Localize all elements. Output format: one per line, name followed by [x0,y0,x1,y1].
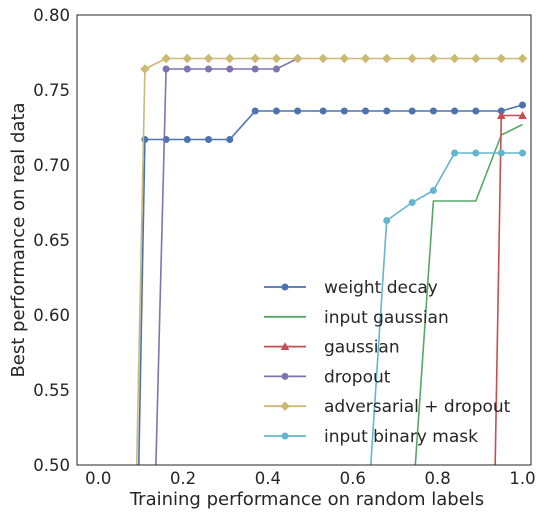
data-point-adversarial-dropout [225,53,235,64]
legend-entry-gaussian: gaussian [264,338,400,358]
y-tick-label: 0.50 [33,456,70,475]
y-tick-label: 0.60 [33,306,70,325]
legend-label: weight decay [324,278,438,298]
data-point-weight-decay [272,107,280,115]
y-axis-title: Best performance on real data [8,102,29,377]
legend-marker [281,283,289,291]
data-point-weight-decay [362,107,370,115]
data-point-weight-decay [519,101,527,109]
plot-area [77,15,531,465]
plot-frame [76,14,532,466]
y-tick-label: 0.55 [33,381,70,400]
legend-label: input gaussian [324,308,449,328]
data-point-weight-decay [226,136,234,143]
data-point-input-binary-mask [451,149,459,157]
data-point-adversarial-dropout [382,53,392,64]
data-point-adversarial-dropout [496,53,506,64]
x-tick-label: 0.2 [170,469,196,488]
data-point-adversarial-dropout [292,53,303,64]
legend-entry-adversarial-dropout: adversarial + dropout [264,397,511,417]
legend-marker [281,432,289,440]
data-point-dropout [272,65,280,73]
legend-marker [281,372,289,380]
data-point-adversarial-dropout [449,53,460,64]
data-point-gaussian [496,111,506,119]
data-point-weight-decay [451,107,459,115]
data-point-adversarial-dropout [182,53,193,64]
y-tick-labels: 0.50 0.55 0.60 0.65 0.70 0.75 0.80 [33,6,70,475]
data-point-dropout [183,65,191,73]
legend-marker [280,342,290,351]
data-point-dropout [162,65,170,73]
data-point-adversarial-dropout [471,53,481,64]
x-tick-label: 0.0 [85,469,111,488]
data-point-weight-decay [141,136,149,143]
legend-label: adversarial + dropout [324,397,511,417]
data-point-weight-decay [472,107,480,115]
legend-entry-dropout: dropout [264,367,391,387]
data-point-weight-decay [251,107,259,115]
data-point-weight-decay [183,136,191,143]
data-point-gaussian [518,111,527,119]
y-tick-label: 0.80 [33,6,70,25]
legend-label: dropout [324,367,391,387]
series-input-gaussian [414,123,523,465]
x-axis-title: Training performance on random labels [129,489,484,510]
data-point-weight-decay [497,107,505,115]
data-point-adversarial-dropout [203,53,214,64]
data-point-dropout [251,65,259,73]
data-point-adversarial-dropout [140,64,150,74]
series-input-binary-mask [369,149,527,465]
data-point-adversarial-dropout [339,53,350,64]
series-layer [135,53,528,465]
legend-entry-input-gaussian: input gaussian [264,308,449,328]
x-tick-label: 1.0 [509,469,535,488]
data-point-adversarial-dropout [428,53,439,64]
data-point-input-binary-mask [383,217,391,224]
data-point-adversarial-dropout [407,53,417,64]
data-point-adversarial-dropout [250,53,260,64]
y-tick-label: 0.75 [33,81,70,100]
y-tick-label: 0.65 [33,231,70,250]
data-point-input-binary-mask [472,149,480,157]
x-tick-labels: 0.0 0.2 0.4 0.6 0.8 1.0 [85,469,536,488]
data-point-weight-decay [294,107,302,115]
legend-entry-weight-decay: weight decay [264,278,438,298]
data-point-dropout [205,65,213,73]
data-point-input-binary-mask [497,149,505,157]
legend-label: input binary mask [324,427,478,447]
legend: weight decay input gaussian gaussian dropou… [264,278,511,447]
data-point-adversarial-dropout [517,53,528,64]
data-point-input-binary-mask [519,149,527,157]
y-tick-label: 0.70 [33,156,70,175]
legend-marker [280,401,290,411]
data-point-weight-decay [319,107,327,115]
data-point-weight-decay [383,107,391,115]
x-tick-label: 0.4 [255,469,281,488]
data-point-input-binary-mask [429,187,437,194]
data-point-adversarial-dropout [271,53,282,64]
legend-entry-input-binary-mask: input binary mask [264,427,478,447]
data-point-weight-decay [408,107,416,115]
x-tick-label: 0.6 [340,469,366,488]
data-point-weight-decay [429,107,437,115]
series-adversarial-dropout [135,53,528,465]
x-tick-label: 0.8 [425,469,451,488]
legend-label: gaussian [324,338,400,358]
series-line-dropout [155,57,298,465]
data-point-adversarial-dropout [161,53,171,64]
data-point-dropout [226,65,234,73]
data-point-weight-decay [205,136,213,143]
data-point-weight-decay [340,107,348,115]
data-point-adversarial-dropout [360,53,371,64]
series-line-input-gaussian [414,123,523,465]
data-point-adversarial-dropout [318,53,328,64]
series-line-input-binary-mask [369,152,523,465]
data-point-input-binary-mask [408,199,416,206]
series-gaussian [494,111,527,465]
